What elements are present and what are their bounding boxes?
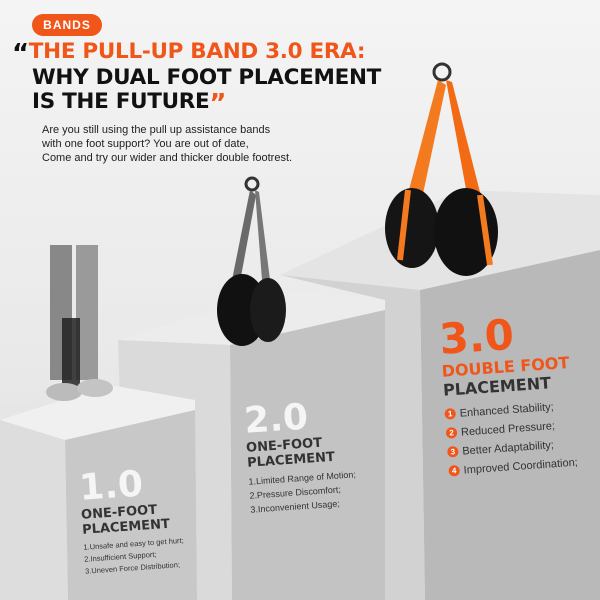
pedestal-2-front (230, 310, 385, 600)
headline-line-3: IS THE FUTURE (32, 89, 210, 114)
category-badge: BANDS (32, 14, 102, 36)
pedestal-3-side (280, 275, 425, 600)
orange-double-band-image (385, 62, 498, 276)
pedestal-1-front (65, 410, 197, 600)
headline-line-1: THE PULL-UP BAND 3.0 ERA: (28, 39, 366, 64)
open-quote-icon: “ (12, 39, 29, 69)
number-circle-icon: 1 (444, 408, 457, 420)
pedestal-1-top (0, 385, 195, 440)
intro-line: Come and try our wider and thicker doubl… (42, 152, 293, 164)
number-circle-icon: 2 (445, 426, 458, 439)
version-1-panel: 1.0 ONE-FOOT PLACEMENT 1.Unsafe and easy… (78, 463, 186, 578)
intro-line: Are you still using the pull up assistan… (42, 124, 271, 136)
intro-line: with one foot support? You are out of da… (42, 138, 249, 150)
pedestal-2-side (118, 340, 232, 600)
pedestal-3-front (420, 250, 600, 600)
number-circle-icon: 4 (448, 464, 461, 477)
headline-line-2: WHY DUAL FOOT PLACEMENT (32, 65, 382, 90)
intro-text: Are you still using the pull up assistan… (42, 123, 292, 165)
person-legs-image (46, 245, 113, 401)
close-quote-icon: ” (209, 89, 227, 119)
list-item-text: Better Adaptability; (461, 439, 555, 458)
number-circle-icon: 3 (446, 445, 459, 458)
version-2-panel: 2.0 ONE-FOOT PLACEMENT 1.Limited Range o… (243, 395, 358, 516)
list-item-text: Enhanced Stability; (459, 401, 555, 420)
pedestal-1-side (0, 420, 68, 600)
headline: “THE PULL-UP BAND 3.0 ERA: WHY DUAL FOOT… (12, 39, 382, 119)
list-item-text: Improved Coordination; (463, 456, 579, 477)
version-3-panel: 3.0 DOUBLE FOOT PLACEMENT 1 Enhanced Stab… (438, 309, 578, 482)
gray-single-band-image (217, 176, 286, 346)
list-item-text: Reduced Pressure; (460, 420, 556, 439)
